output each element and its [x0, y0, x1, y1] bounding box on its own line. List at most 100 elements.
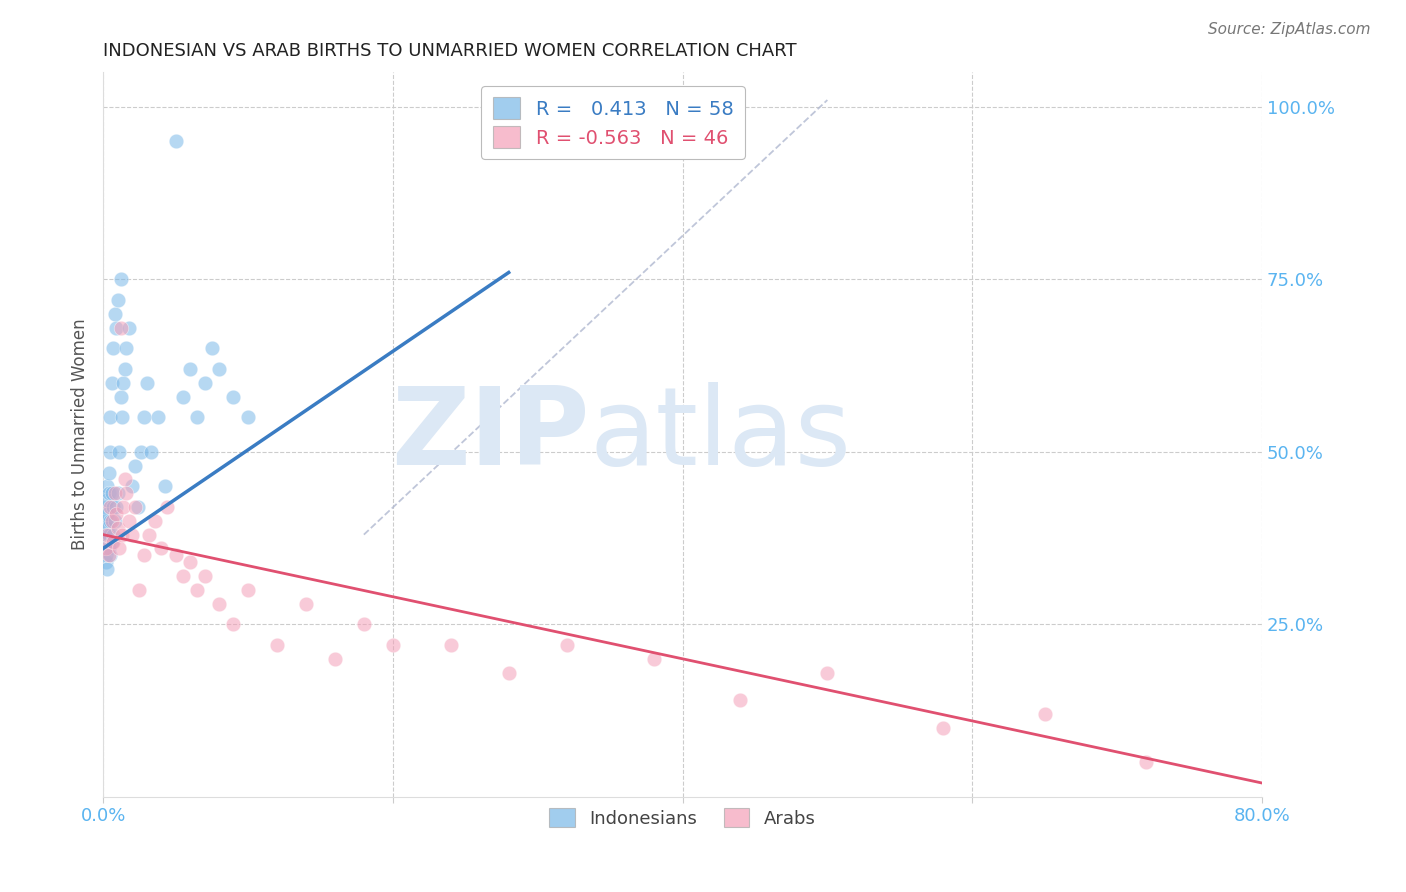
Point	[815, 665, 838, 680]
Point	[193, 569, 215, 583]
Point	[222, 617, 245, 632]
Point	[101, 486, 124, 500]
Point	[295, 597, 318, 611]
Point	[100, 410, 122, 425]
Point	[132, 410, 155, 425]
Point	[96, 507, 118, 521]
Point	[172, 390, 194, 404]
Point	[101, 534, 124, 549]
Point	[555, 638, 578, 652]
Text: ZIP: ZIP	[391, 382, 589, 488]
Point	[135, 376, 157, 390]
Point	[101, 514, 124, 528]
Point	[115, 342, 138, 356]
Point	[105, 320, 128, 334]
Point	[94, 555, 117, 569]
Point	[111, 527, 134, 541]
Text: INDONESIAN VS ARAB BIRTHS TO UNMARRIED WOMEN CORRELATION CHART: INDONESIAN VS ARAB BIRTHS TO UNMARRIED W…	[103, 42, 797, 60]
Point	[730, 693, 752, 707]
Point	[103, 342, 125, 356]
Point	[266, 638, 288, 652]
Point	[179, 362, 201, 376]
Point	[165, 135, 187, 149]
Point	[498, 665, 520, 680]
Point	[94, 541, 117, 556]
Point	[114, 472, 136, 486]
Point	[97, 466, 120, 480]
Point	[115, 486, 138, 500]
Point	[107, 486, 129, 500]
Point	[129, 445, 152, 459]
Point	[114, 362, 136, 376]
Point	[96, 562, 118, 576]
Point	[186, 582, 208, 597]
Point	[138, 527, 160, 541]
Point	[97, 527, 120, 541]
Point	[93, 514, 115, 528]
Point	[643, 652, 665, 666]
Point	[100, 514, 122, 528]
Text: atlas: atlas	[589, 382, 852, 488]
Point	[104, 307, 127, 321]
Point	[93, 527, 115, 541]
Point	[110, 272, 132, 286]
Point	[236, 582, 259, 597]
Point	[118, 320, 141, 334]
Point	[236, 410, 259, 425]
Point	[155, 479, 177, 493]
Point	[100, 500, 122, 514]
Point	[105, 507, 128, 521]
Point	[104, 486, 127, 500]
Point	[165, 549, 187, 563]
Point	[97, 549, 120, 563]
Point	[150, 541, 173, 556]
Point	[208, 597, 231, 611]
Point	[101, 376, 124, 390]
Point	[105, 500, 128, 514]
Point	[186, 410, 208, 425]
Point	[128, 582, 150, 597]
Point	[381, 638, 404, 652]
Point	[111, 410, 134, 425]
Point	[104, 514, 127, 528]
Point	[193, 376, 215, 390]
Point	[124, 500, 146, 514]
Point	[127, 500, 149, 514]
Point	[124, 458, 146, 473]
Point	[96, 521, 118, 535]
Point	[179, 555, 201, 569]
Point	[353, 617, 375, 632]
Point	[103, 534, 125, 549]
Point	[156, 500, 179, 514]
Point	[103, 527, 125, 541]
Point	[146, 410, 169, 425]
Point	[110, 390, 132, 404]
Point	[94, 500, 117, 514]
Point	[97, 486, 120, 500]
Point	[93, 541, 115, 556]
Point	[143, 514, 166, 528]
Point	[201, 342, 224, 356]
Point	[108, 445, 131, 459]
Point	[1135, 756, 1157, 770]
Point	[208, 362, 231, 376]
Point	[112, 376, 135, 390]
Point	[222, 390, 245, 404]
Point	[108, 541, 131, 556]
Point	[121, 527, 143, 541]
Point	[172, 569, 194, 583]
Point	[110, 320, 132, 334]
Point	[103, 500, 125, 514]
Point	[112, 500, 135, 514]
Point	[118, 514, 141, 528]
Point	[1033, 706, 1056, 721]
Point	[97, 541, 120, 556]
Y-axis label: Births to Unmarried Women: Births to Unmarried Women	[72, 318, 89, 550]
Point	[932, 721, 955, 735]
Point	[132, 549, 155, 563]
Point	[107, 293, 129, 307]
Point	[107, 521, 129, 535]
Legend: Indonesians, Arabs: Indonesians, Arabs	[543, 800, 823, 835]
Point	[121, 479, 143, 493]
Point	[100, 445, 122, 459]
